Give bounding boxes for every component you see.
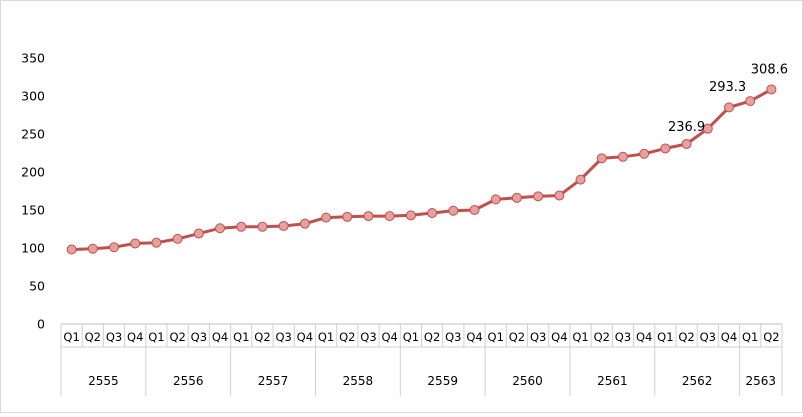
quarter-tick-label: Q4 [212, 330, 228, 344]
quarter-tick-label: Q2 [169, 330, 185, 344]
data-point [681, 138, 692, 149]
data-label: 308.6 [751, 62, 788, 77]
y-tick-label: 50 [29, 279, 45, 294]
quarter-tick-label: Q4 [721, 330, 737, 344]
quarter-tick-label: Q4 [127, 330, 143, 344]
data-point [723, 102, 734, 113]
quarter-tick-label: Q1 [742, 330, 758, 344]
quarter-tick-label: Q1 [63, 330, 79, 344]
data-point [448, 205, 459, 216]
data-point [554, 190, 565, 201]
year-tick-label: 2561 [597, 374, 628, 388]
data-point [469, 205, 480, 215]
year-tick-label: 2562 [682, 374, 713, 388]
data-point [596, 153, 607, 164]
data-point [130, 238, 141, 249]
data-point [617, 151, 628, 162]
y-axis: 0 50 100 150 200 250 300 350 [21, 51, 45, 332]
year-tick-label: 2556 [173, 374, 204, 388]
quarter-tick-label: Q4 [466, 330, 482, 344]
quarter-tick-label: Q4 [297, 330, 313, 344]
quarter-tick-label: Q2 [763, 330, 779, 344]
data-point [639, 148, 650, 159]
quarter-tick-label: Q1 [403, 330, 419, 344]
data-point [321, 212, 332, 223]
data-point [766, 84, 777, 95]
quarter-tick-label: Q3 [275, 330, 291, 344]
quarter-tick-label: Q3 [360, 330, 376, 344]
quarter-tick-label: Q1 [318, 330, 334, 344]
data-point [384, 211, 395, 222]
data-point [87, 243, 98, 254]
quarter-tick-label: Q2 [339, 330, 355, 344]
quarter-tick-label: Q2 [594, 330, 610, 344]
year-tick-label: 2559 [427, 374, 458, 388]
data-point [151, 237, 162, 248]
quarter-tick-label: Q4 [382, 330, 398, 344]
data-point [533, 191, 544, 202]
y-tick-label: 350 [21, 51, 45, 66]
quarter-tick-label: Q1 [657, 330, 673, 344]
y-tick-label: 0 [37, 317, 45, 332]
quarter-tick-label: Q4 [636, 330, 652, 344]
series-line [71, 88, 773, 251]
quarter-tick-label: Q2 [678, 330, 694, 344]
quarter-tick-label: Q1 [233, 330, 249, 344]
data-point [236, 221, 247, 232]
data-point [342, 211, 353, 222]
data-point [299, 218, 310, 229]
quarter-tick-label: Q1 [148, 330, 164, 344]
quarter-tick-label: Q1 [488, 330, 504, 344]
data-point [215, 223, 226, 234]
data-point [193, 228, 204, 239]
y-tick-label: 250 [21, 127, 45, 142]
y-tick-label: 150 [21, 203, 45, 218]
y-tick-label: 100 [21, 241, 45, 256]
data-point [66, 244, 77, 255]
y-tick-label: 200 [21, 165, 45, 180]
year-tick-label: 2558 [343, 374, 374, 388]
data-point [363, 211, 374, 222]
y-tick-label: 300 [21, 89, 45, 104]
year-tick-label: 2555 [88, 374, 119, 388]
x-axis: Q1 Q2 Q3 Q4 Q1 Q2 Q3 Q4 Q1 Q2 Q3 Q4 Q1 Q2 Q3 Q4 Q1 Q2 Q3 Q4… [60, 323, 783, 396]
data-point [109, 242, 120, 253]
data-point [702, 123, 713, 134]
quarter-tick-label: Q3 [530, 330, 546, 344]
quarter-tick-label: Q2 [85, 330, 101, 344]
data-point [405, 210, 416, 221]
data-point [511, 192, 522, 203]
data-label: 236.9 [668, 120, 705, 135]
data-point [427, 208, 438, 219]
data-label: 293.3 [709, 80, 746, 95]
quarter-tick-label: Q3 [700, 330, 716, 344]
series-line-group [66, 84, 777, 255]
quarter-tick-label: Q3 [106, 330, 122, 344]
data-point [660, 143, 671, 154]
data-labels-group: 236.9 293.3 308.6 [668, 62, 788, 134]
data-point [172, 233, 183, 244]
quarter-tick-label: Q2 [424, 330, 440, 344]
year-tick-label: 2563 [746, 374, 777, 388]
quarter-tick-label: Q3 [191, 330, 207, 344]
quarter-tick-label: Q3 [615, 330, 631, 344]
quarter-tick-label: Q2 [509, 330, 525, 344]
data-point [490, 194, 501, 205]
quarter-tick-label: Q2 [254, 330, 270, 344]
quarter-tick-label: Q4 [551, 330, 567, 344]
year-tick-label: 2560 [512, 374, 543, 388]
data-point [257, 221, 268, 232]
data-point [745, 96, 756, 107]
quarter-tick-label: Q3 [445, 330, 461, 344]
quarter-tick-label: Q1 [572, 330, 588, 344]
year-tick-label: 2557 [258, 374, 289, 388]
data-point [278, 220, 289, 231]
data-point [575, 174, 586, 185]
